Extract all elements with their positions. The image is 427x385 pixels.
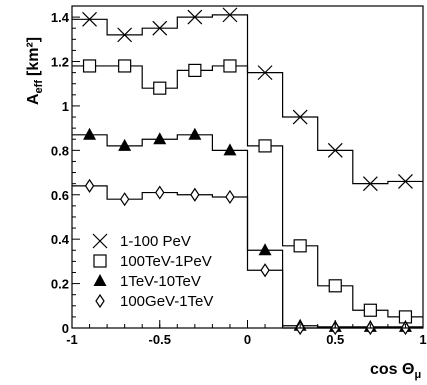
data-point — [292, 109, 308, 125]
y-tick-label: 0.2 — [51, 277, 69, 292]
y-axis-title-main: A — [25, 93, 42, 105]
y-tick-label: 1 — [62, 99, 69, 114]
series-1 — [72, 7, 423, 192]
data-point — [327, 142, 343, 158]
data-point — [117, 27, 133, 43]
legend-label: 1-100 PeV — [120, 233, 191, 250]
x-tick-label: 0 — [244, 332, 251, 347]
marker-stroke — [152, 20, 168, 36]
axes: -1 -0.5 0 0.5 1 0 0.2 0.4 0.6 0.8 1 1.2 1.4 — [51, 5, 427, 347]
data-point — [155, 185, 165, 200]
data-point — [153, 132, 167, 145]
data-point — [223, 143, 237, 156]
x-axis-title: cos Θμ — [370, 361, 421, 381]
x-tick-label: 1 — [419, 332, 426, 347]
x-axis-title-subscript: μ — [414, 369, 421, 381]
marker-stroke — [117, 27, 133, 43]
x-tick-label: -0.5 — [149, 332, 171, 347]
data-point — [225, 189, 235, 205]
marker-stroke — [82, 11, 97, 27]
marker-stroke — [292, 109, 308, 125]
marker-stroke — [92, 233, 108, 249]
legend-label: 100TeV-1PeV — [120, 253, 212, 270]
data-point — [258, 243, 272, 256]
data-point — [119, 192, 130, 207]
legend-marker — [95, 293, 105, 309]
legend-item: 100GeV-1TeV — [95, 293, 213, 310]
data-point — [398, 174, 413, 189]
data-point — [82, 59, 97, 73]
y-tick-label: 0.6 — [51, 188, 69, 203]
data-point — [188, 127, 202, 140]
x-axis-title-main: cos Θ — [370, 361, 414, 378]
marker-stroke — [222, 7, 238, 23]
y-tick-label: 1.4 — [51, 10, 70, 25]
series-step-line — [72, 65, 423, 318]
legend-item: 1-100 PeV — [92, 233, 191, 250]
series-step-line — [72, 14, 423, 185]
legend-marker — [93, 254, 107, 268]
data-point — [363, 303, 377, 317]
y-axis-title-unit: [km²] — [25, 37, 42, 76]
legend-marker — [92, 233, 108, 249]
marker-stroke — [257, 65, 273, 81]
y-tick-label: 0.8 — [51, 143, 69, 158]
series-2 — [72, 59, 423, 324]
data-point — [222, 7, 238, 23]
data-point — [293, 239, 307, 253]
marker-stroke — [327, 142, 343, 158]
legend-marker — [93, 274, 107, 286]
data-point — [328, 279, 342, 293]
data-point — [153, 81, 167, 95]
y-axis-title: Aeff [km²] — [25, 37, 45, 105]
x-tick-label: -1 — [66, 332, 78, 347]
data-point — [362, 176, 378, 192]
legend-item: 100TeV-1PeV — [93, 253, 212, 270]
marker-stroke — [398, 174, 413, 189]
data-point — [82, 11, 97, 27]
data-point — [187, 9, 203, 25]
x-tick-label: 0.5 — [326, 332, 344, 347]
data-point — [118, 59, 132, 73]
data-point — [84, 178, 95, 193]
data-point — [258, 139, 272, 153]
marker-stroke — [187, 9, 203, 25]
data-point — [188, 63, 202, 78]
legend: 1-100 PeV 100TeV-1PeV 1TeV-10TeV 100GeV-1Te… — [92, 233, 213, 310]
marker-stroke — [362, 176, 378, 192]
legend-label: 100GeV-1TeV — [120, 293, 213, 310]
data-point — [190, 187, 200, 202]
data-point — [223, 59, 237, 73]
data-point — [257, 65, 273, 81]
data-point — [83, 127, 97, 140]
y-tick-label: 0 — [62, 321, 69, 336]
legend-label: 1TeV-10TeV — [120, 273, 201, 290]
y-tick-label: 0.4 — [51, 232, 70, 247]
legend-item: 1TeV-10TeV — [93, 273, 201, 290]
y-tick-label: 1.2 — [51, 55, 69, 70]
data-point — [260, 263, 270, 278]
data-point — [118, 138, 132, 151]
data-point — [152, 20, 168, 36]
y-axis-title-subscript: eff — [33, 80, 45, 94]
